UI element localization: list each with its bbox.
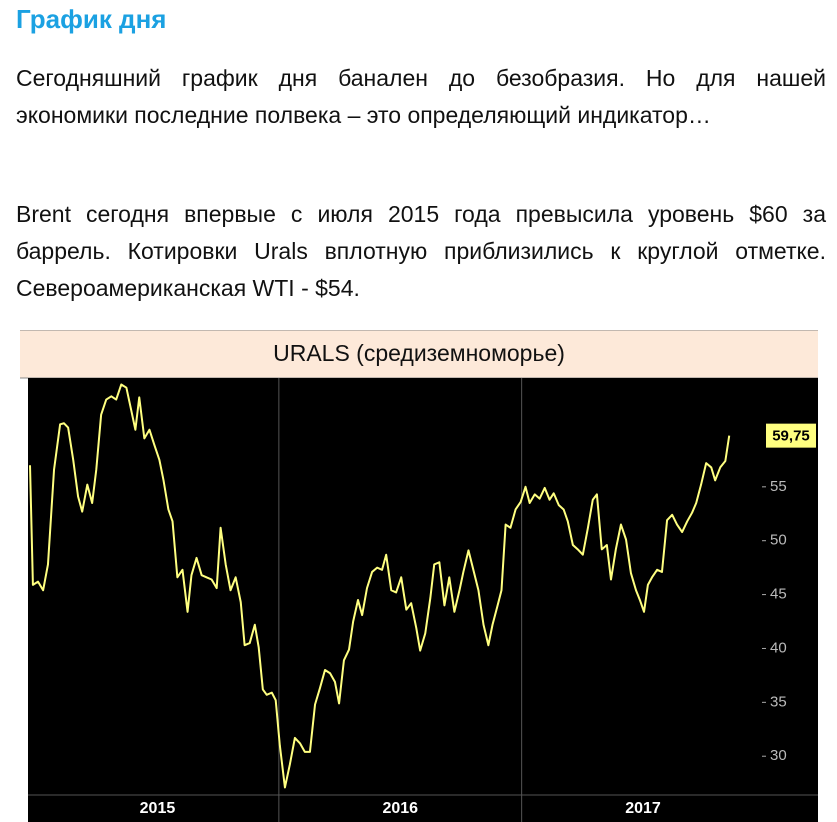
x-tick-label: 2015 (140, 800, 176, 817)
x-tick-label: 2016 (382, 800, 418, 817)
y-tick-label: 50 (770, 532, 787, 549)
plot-background (28, 378, 818, 822)
chart-header (20, 330, 818, 378)
chart: URALS (средиземноморье) 30 35 40 45 50 55 2015… (20, 330, 818, 822)
y-tick-label: 55 (770, 478, 787, 495)
y-tick-label: 30 (770, 747, 787, 764)
price-line (29, 383, 731, 789)
y-tick-label: 45 (770, 586, 787, 603)
value-label-box (766, 423, 816, 448)
heading: График дня (16, 4, 167, 34)
y-tick-label: 35 (770, 693, 787, 710)
y-tick-label: 40 (770, 639, 787, 656)
paragraph: Brent сегодня впервые с июля 2015 года п… (16, 201, 826, 301)
x-tick-label: 2017 (625, 800, 661, 817)
value-label: 59,75 (772, 428, 810, 445)
chart-title: URALS (средиземноморье) (273, 340, 565, 366)
paragraph: Сегодняшний график дня банален до безобр… (16, 65, 826, 128)
